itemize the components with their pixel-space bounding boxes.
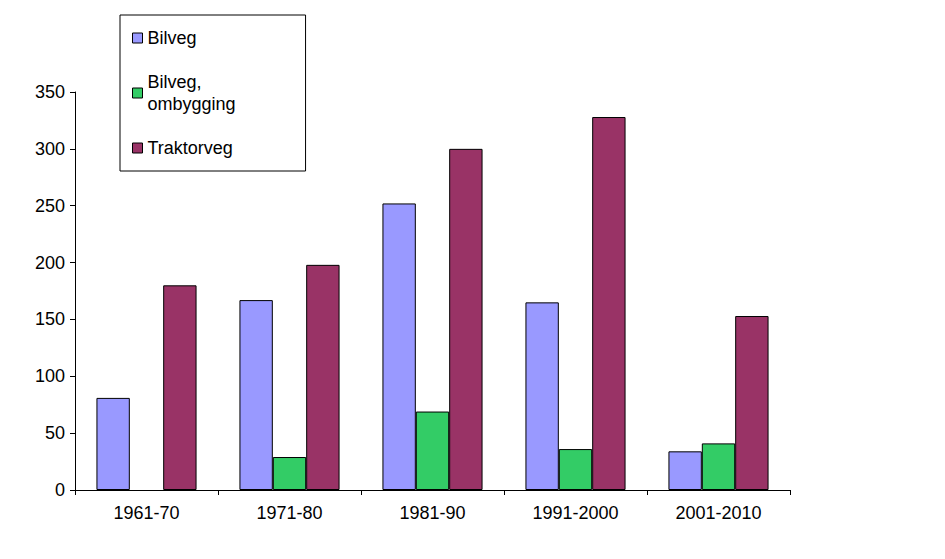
svg-text:ombygging: ombygging bbox=[148, 94, 236, 114]
svg-text:200: 200 bbox=[35, 253, 65, 273]
svg-text:Traktorveg: Traktorveg bbox=[148, 138, 233, 158]
svg-text:1971-80: 1971-80 bbox=[256, 503, 322, 523]
svg-text:1981-90: 1981-90 bbox=[399, 503, 465, 523]
svg-text:1991-2000: 1991-2000 bbox=[532, 503, 618, 523]
svg-text:Bilveg: Bilveg bbox=[148, 28, 197, 48]
svg-text:300: 300 bbox=[35, 139, 65, 159]
svg-text:2001-2010: 2001-2010 bbox=[675, 503, 761, 523]
svg-text:0: 0 bbox=[55, 480, 65, 500]
svg-text:350: 350 bbox=[35, 82, 65, 102]
svg-text:Bilveg,: Bilveg, bbox=[148, 72, 202, 92]
svg-text:1961-70: 1961-70 bbox=[113, 503, 179, 523]
svg-text:250: 250 bbox=[35, 196, 65, 216]
svg-text:150: 150 bbox=[35, 309, 65, 329]
svg-text:50: 50 bbox=[45, 423, 65, 443]
svg-text:100: 100 bbox=[35, 366, 65, 386]
